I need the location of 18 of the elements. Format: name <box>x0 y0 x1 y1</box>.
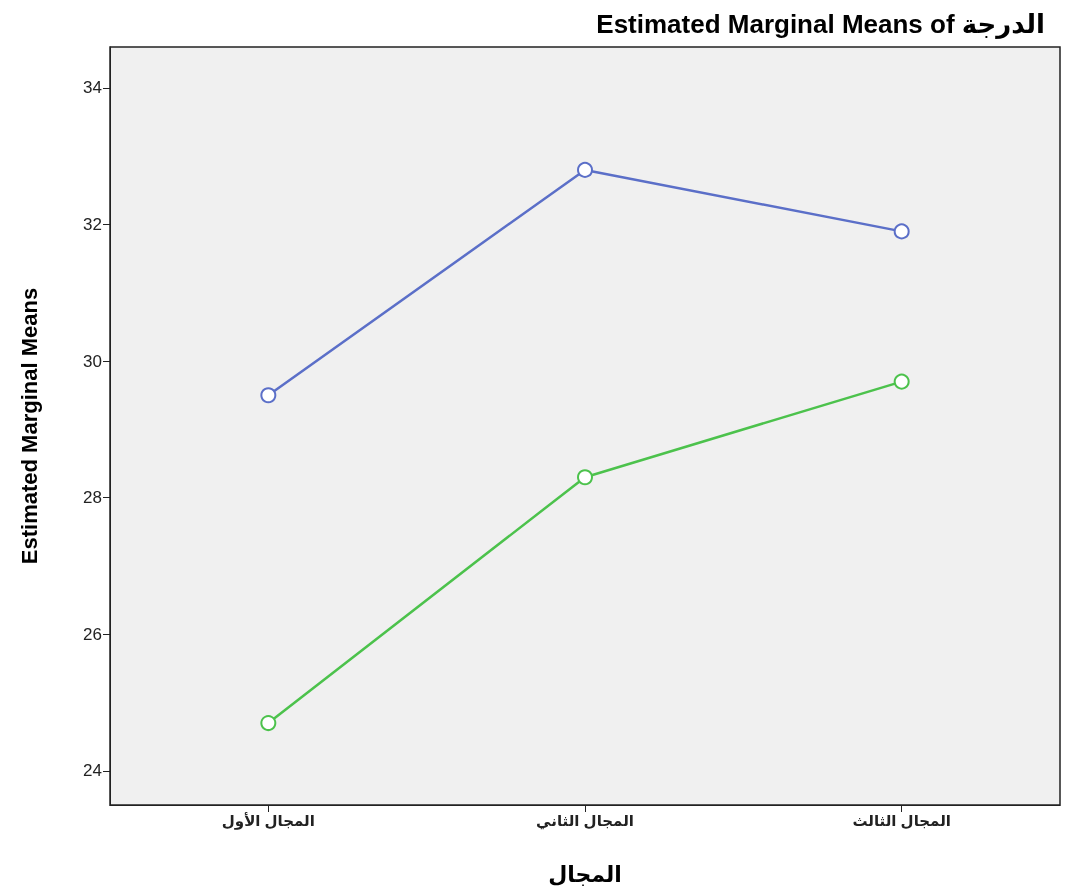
y-tick-label: 34 <box>83 78 102 98</box>
x-tick-label: المجال الأول <box>221 812 315 830</box>
point <box>893 223 910 240</box>
y-tick-label: 26 <box>83 624 102 644</box>
chart-title: Estimated Marginal Means of الدرجة <box>596 9 1045 39</box>
y-axis-title: Estimated Marginal Means <box>16 287 42 565</box>
point <box>893 373 910 390</box>
x-tick-label: المجال الثالث <box>852 812 951 829</box>
point <box>260 387 277 404</box>
x-tick-label: المجال الثاني <box>536 812 634 830</box>
point <box>260 715 277 732</box>
point <box>577 469 593 486</box>
y-tick-label: 28 <box>83 488 102 508</box>
point <box>577 161 593 178</box>
x-axis-title: المجال <box>548 861 622 887</box>
y-tick-label: 30 <box>83 351 102 371</box>
y-tick-label: 24 <box>83 761 102 781</box>
y-tick-label: 32 <box>83 215 102 235</box>
